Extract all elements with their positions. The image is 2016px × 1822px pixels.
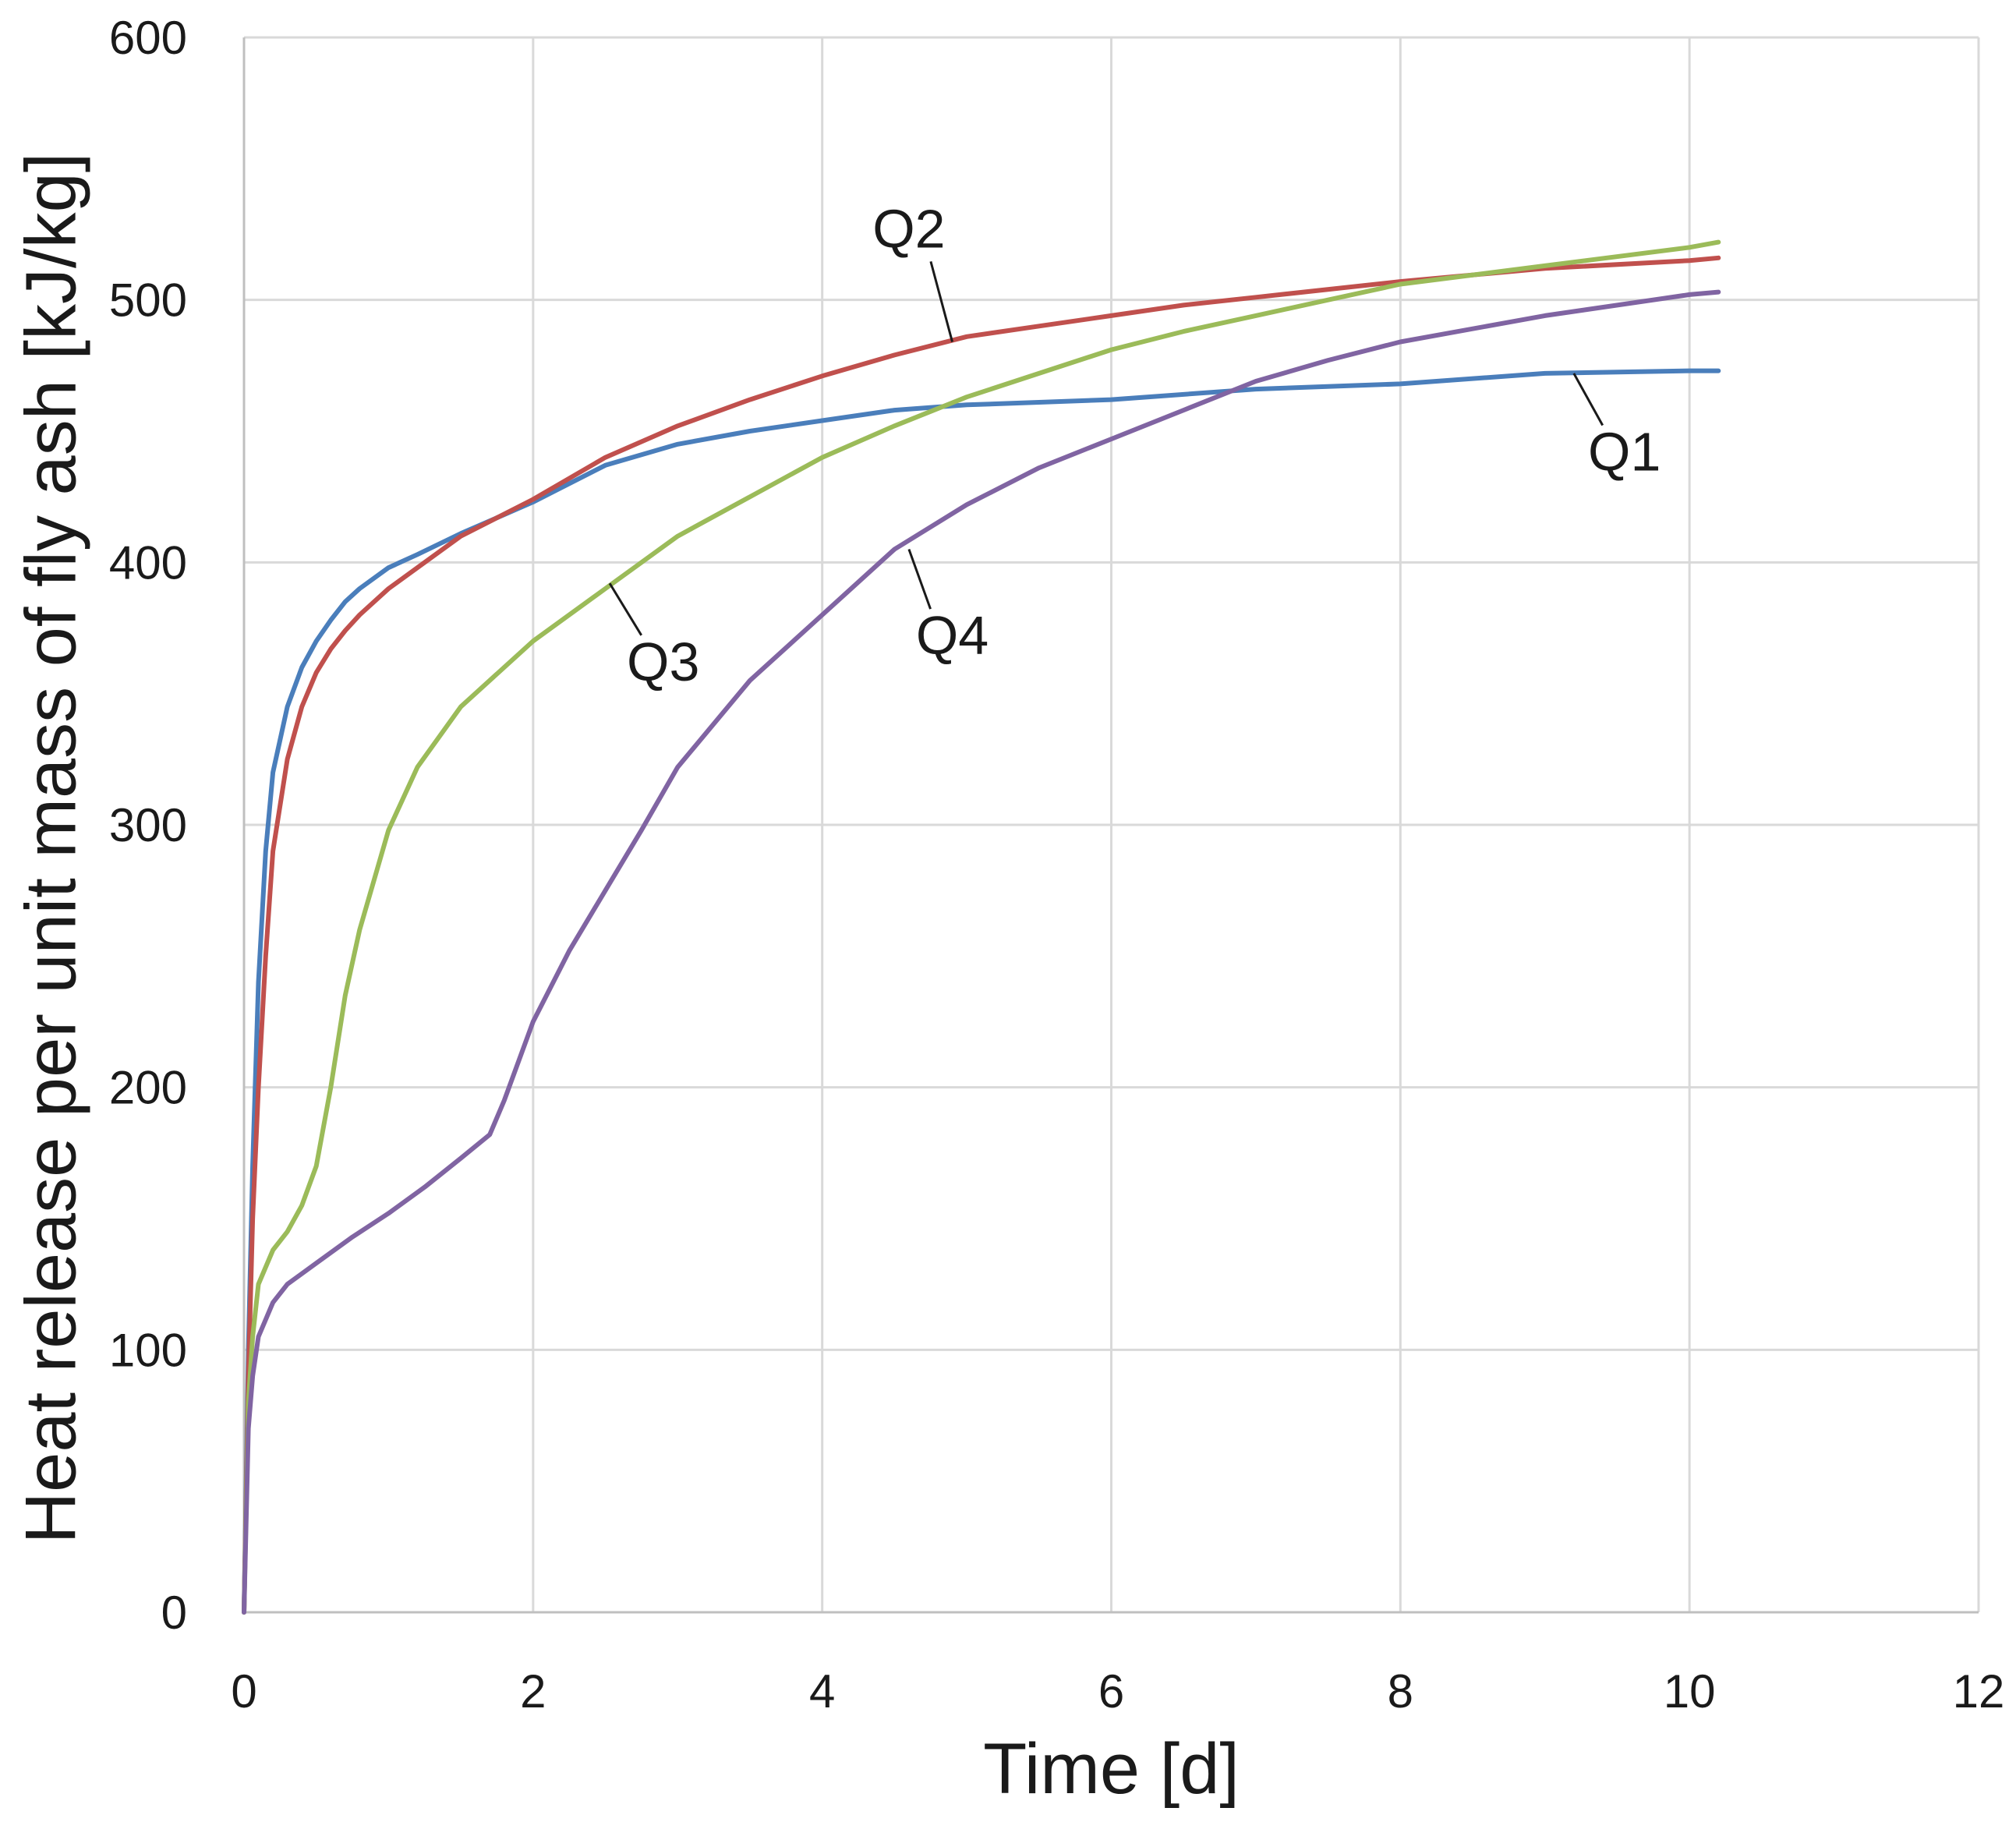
series-label-q1: Q1 xyxy=(1588,422,1661,483)
series-line-q4 xyxy=(242,289,1721,1615)
series-label-q4: Q4 xyxy=(916,605,989,666)
series-label-q2: Q2 xyxy=(872,198,945,259)
y-tick-label: 400 xyxy=(109,536,187,589)
series-line-q2 xyxy=(242,255,1721,1615)
x-tick-label: 2 xyxy=(520,1665,546,1718)
leader-line-q4 xyxy=(907,548,932,610)
x-tick-label: 6 xyxy=(1098,1665,1124,1718)
series-label-q3: Q3 xyxy=(627,632,699,692)
series-line-q3 xyxy=(242,239,1721,1615)
y-tick-label: 500 xyxy=(109,274,187,327)
y-axis-title: Heat release per unit mass of fly ash [k… xyxy=(11,153,90,1544)
x-axis-title: Time [d] xyxy=(983,1729,1240,1809)
axes: 0 100 200 300 400 500 600 0 2 4 6 8 10 12 xyxy=(109,12,2004,1718)
series-lines xyxy=(242,239,1721,1615)
gridlines xyxy=(244,36,1980,1612)
leader-line-q2 xyxy=(929,260,953,342)
y-tick-label: 0 xyxy=(161,1587,187,1639)
y-tick-label: 100 xyxy=(109,1324,187,1376)
y-tick-label: 600 xyxy=(109,12,187,64)
x-tick-label: 12 xyxy=(1953,1665,2005,1718)
x-tick-label: 8 xyxy=(1388,1665,1413,1718)
y-tick-label: 300 xyxy=(109,799,187,851)
leader-line-q3 xyxy=(608,582,642,636)
x-tick-label: 10 xyxy=(1664,1665,1716,1718)
series-line-q1 xyxy=(242,368,1721,1615)
x-tick-label: 4 xyxy=(809,1665,835,1718)
y-tick-label: 200 xyxy=(109,1062,187,1114)
series-annotations: Q1 Q2 Q3 Q4 xyxy=(608,198,1661,692)
x-tick-label: 0 xyxy=(231,1665,256,1718)
leader-line-q1 xyxy=(1572,373,1604,426)
